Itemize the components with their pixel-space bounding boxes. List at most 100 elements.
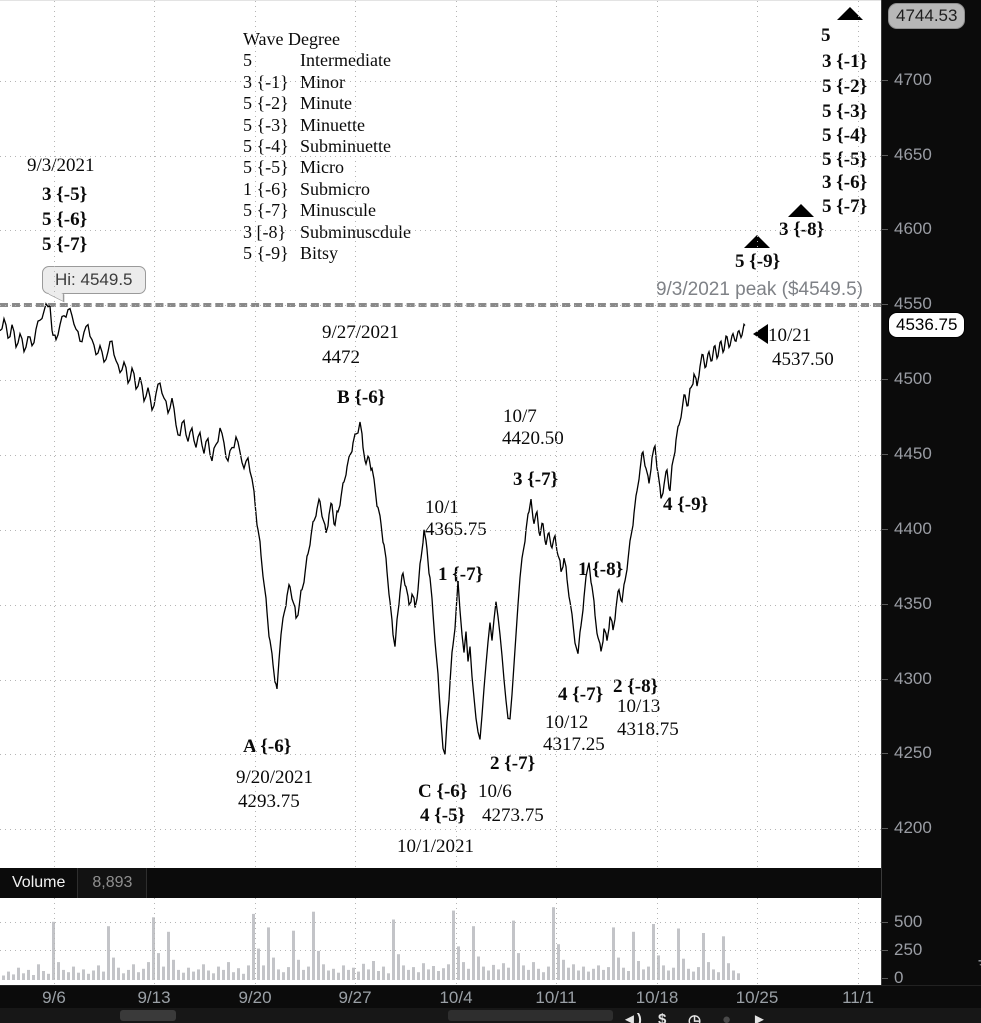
wave-annotation: 4 {-7} (558, 684, 604, 705)
legend-symbol: 5 {-7} (243, 200, 289, 221)
bottom-toolbar: ◄) $ ◷ ● ► (0, 1008, 981, 1023)
gridline-horizontal (0, 305, 881, 306)
gridline-vertical (54, 898, 55, 985)
high-tooltip-text: Hi: 4549.5 (55, 270, 133, 289)
wave-annotation: 10/6 (478, 781, 512, 802)
scrollbar-thumb[interactable] (120, 1010, 176, 1021)
wave-annotation: 4472 (322, 347, 360, 368)
left-arrow-marker (753, 324, 768, 344)
gridline-horizontal (0, 754, 881, 755)
wave-annotation: 10/1 (425, 497, 459, 518)
price-axis-label: 4700 (894, 70, 932, 89)
speaker-icon[interactable]: ◄) (622, 1011, 642, 1023)
wave-annotation: 5 {-2} (822, 76, 868, 97)
wave-annotation: 4 {-5} (420, 805, 466, 826)
legend-symbol: 5 {-5} (243, 157, 289, 178)
gridline-vertical (757, 898, 758, 985)
gridline-vertical (456, 898, 457, 985)
legend-degree-name: Minuscule (300, 200, 376, 221)
time-axis-label: 10/25 (735, 988, 779, 1007)
record-icon[interactable]: ● (722, 1011, 732, 1023)
time-axis-label: 10/11 (535, 988, 577, 1007)
wave-annotation: 4537.50 (772, 349, 834, 370)
price-axis-tick (882, 379, 888, 380)
volume-legend-label[interactable]: Volume (12, 874, 66, 891)
wave-annotation: 4273.75 (482, 805, 544, 826)
legend-row: 3 [-8}Subminuscdule (243, 222, 411, 243)
price-pane[interactable]: 9/3/2021 peak ($4549.5) Wave Degree 5 Int… (0, 0, 881, 869)
gridline-horizontal (0, 530, 881, 531)
wave-annotation: 2 {-8} (613, 676, 659, 697)
price-axis-label: 4300 (894, 669, 932, 688)
time-axis[interactable]: 9/6 9/13 9/20 9/27 10/4 10/11 10/18 10/25 11/1 (0, 985, 981, 1009)
gridline-vertical (657, 1, 658, 869)
wave-annotation: 9/3/2021 (27, 155, 95, 176)
wave-annotation: 5 {-5} (822, 149, 868, 170)
gridline-vertical (255, 1, 256, 869)
volume-value: 8,893 (92, 874, 133, 891)
wave-annotation: 4317.25 (543, 734, 605, 755)
volume-bars (2, 907, 740, 980)
price-axis-label: 4650 (894, 145, 932, 164)
gridline-horizontal (0, 81, 881, 82)
volume-pane[interactable] (0, 898, 881, 985)
legend-degree-name: Subminuette (300, 136, 391, 157)
gridline-horizontal (0, 829, 881, 830)
price-axis-tick (882, 304, 888, 305)
wave-annotation: B {-6} (337, 387, 386, 408)
dollar-icon[interactable]: $ (658, 1011, 667, 1023)
scrollbar-segment[interactable] (448, 1010, 613, 1021)
gridline-vertical (355, 1, 356, 869)
wave-annotation: 10/1/2021 (397, 836, 475, 857)
legend-symbol: 1 {-6} (243, 178, 289, 199)
price-axis-label: 4550 (894, 294, 932, 313)
play-cursor-icon[interactable]: ► (752, 1011, 767, 1023)
price-axis-label: 4350 (894, 594, 932, 613)
price-axis-label: 4450 (894, 444, 932, 463)
volume-axis-tick (882, 922, 888, 923)
gridline-vertical (355, 898, 356, 985)
legend-title-row: Wave Degree (243, 29, 411, 50)
gridline-vertical (154, 898, 155, 985)
legend-symbol: 3 {-1} (243, 71, 289, 92)
time-axis-label: 9/13 (137, 988, 171, 1007)
wave-annotation: 10/13 (617, 696, 661, 717)
legend-symbol: 5 {-3} (243, 114, 289, 135)
legend-symbol: 5 {-2} (243, 93, 289, 114)
volume-header: Volume 8,893 (0, 868, 881, 898)
wave-annotation: 4 {-9} (663, 494, 709, 515)
price-axis-label: 4400 (894, 519, 932, 538)
wave-annotation: 1 {-7} (438, 564, 484, 585)
price-axis-tick (882, 679, 888, 680)
wave-annotation: 3 {-5} (42, 184, 88, 205)
legend-title: Wave Degree (243, 29, 340, 49)
gridline-horizontal (0, 950, 881, 951)
gridline-horizontal (0, 380, 881, 381)
wave-annotation: 5 {-6} (42, 209, 88, 230)
wave-annotation: 5 {-3} (822, 101, 868, 122)
wave-annotation: 5 (821, 25, 831, 46)
legend-degree-name: Intermediate (300, 50, 391, 71)
clock-icon[interactable]: ◷ (688, 1012, 702, 1023)
gridline-vertical (255, 898, 256, 985)
time-axis-label: 9/20 (238, 988, 272, 1007)
wave-annotation: 5 {-4} (822, 125, 868, 146)
price-axis-tick (882, 529, 888, 530)
price-line (0, 302, 746, 755)
price-axis[interactable]: 4744.53 4536.75 <thous... 4700 4650 4600 45… (881, 0, 981, 1023)
legend-symbol: 3 [-8} (243, 221, 287, 242)
wave-annotation: 9/27/2021 (322, 322, 400, 343)
wave-annotation: 4365.75 (425, 520, 487, 539)
gridline-vertical (456, 1, 457, 869)
gridline-horizontal (0, 605, 881, 606)
legend-degree-name: Minute (300, 93, 352, 114)
gridline-vertical (858, 898, 859, 985)
high-tooltip: Hi: 4549.5 (42, 266, 146, 294)
price-axis-label: 4500 (894, 369, 932, 388)
price-axis-tick (882, 80, 888, 81)
legend-symbol: 5 (243, 50, 252, 71)
volume-axis-tick (882, 950, 888, 951)
time-axis-label: 10/18 (635, 988, 679, 1007)
wave-annotation: 3 {-7} (513, 469, 559, 490)
